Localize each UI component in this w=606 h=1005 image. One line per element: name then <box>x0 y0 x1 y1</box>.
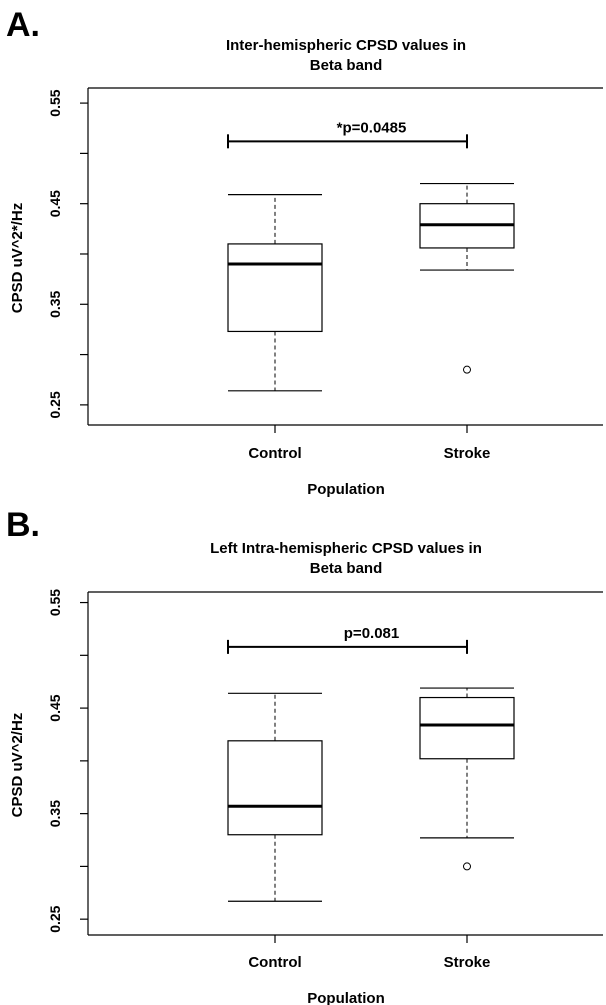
y-tick-label: 0.45 <box>47 190 63 217</box>
y-axis-label: CPSD uV^2*/Hz <box>9 203 26 313</box>
chart-title-line: Beta band <box>310 57 383 74</box>
x-category-label: Control <box>248 954 301 971</box>
box-stroke <box>419 182 515 374</box>
panel-letter: B. <box>6 506 40 544</box>
y-tick-label: 0.55 <box>47 89 63 116</box>
significance-label: p=0.081 <box>344 625 399 642</box>
box-control <box>227 194 323 392</box>
iqr-box <box>419 696 515 760</box>
x-category-label: Stroke <box>444 954 491 971</box>
iqr-box <box>227 740 323 836</box>
box-stroke <box>419 687 515 871</box>
panel-letter: A. <box>6 6 40 44</box>
significance-label: *p=0.0485 <box>337 119 407 136</box>
y-tick-label: 0.25 <box>47 905 63 932</box>
y-tick-label: 0.35 <box>47 290 63 317</box>
iqr-box <box>227 243 323 333</box>
x-axis-label: Population <box>307 481 385 498</box>
outlier-point <box>463 365 471 374</box>
x-category-label: Control <box>248 445 301 462</box>
chart-title-line: Left Intra-hemispheric CPSD values in <box>210 540 482 557</box>
chart-title-line: Beta band <box>310 560 383 577</box>
y-tick-label: 0.25 <box>47 391 63 418</box>
x-category-label: Stroke <box>444 445 491 462</box>
y-tick-label: 0.55 <box>47 589 63 616</box>
box-control <box>227 692 323 902</box>
chart-panel-b: B. Left Intra-hemispheric CPSD values in B… <box>6 506 603 1005</box>
y-tick-label: 0.35 <box>47 800 63 827</box>
y-tick-label: 0.45 <box>47 694 63 721</box>
x-axis-label: Population <box>307 990 385 1005</box>
y-axis-label: CPSD uV^2/Hz <box>9 713 26 818</box>
chart-title-line: Inter-hemispheric CPSD values in <box>226 37 466 54</box>
chart-panel-a: A. Inter-hemispheric CPSD values in Beta b… <box>6 6 603 498</box>
outlier-point <box>463 862 471 871</box>
